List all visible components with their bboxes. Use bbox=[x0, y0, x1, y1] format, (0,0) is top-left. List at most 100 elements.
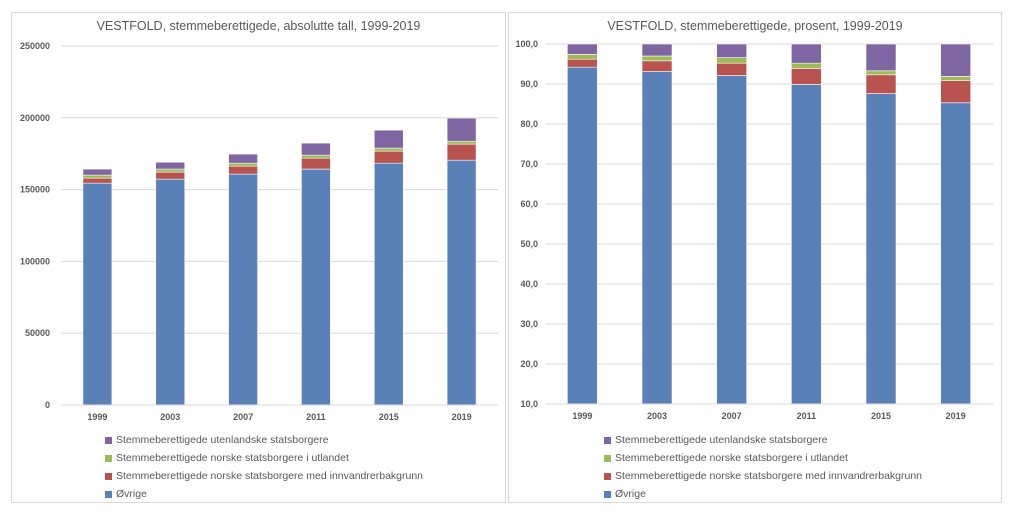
x-tick-label: 2003 bbox=[160, 412, 180, 422]
plot-area: 10,0 20,0 30,0 40,0 50,0 60,0 70,0 80,0 90,0 100,… bbox=[515, 39, 993, 421]
bar-segment bbox=[373, 147, 404, 152]
bar-segment bbox=[301, 154, 331, 159]
legend-label: Øvrige bbox=[116, 488, 147, 500]
legend-label: Stemmeberettigede norske statsborgere me… bbox=[615, 470, 923, 482]
bar-segment bbox=[865, 74, 897, 94]
legend: Stemmeberettigede utenlandske statsborge… bbox=[604, 431, 922, 503]
bar-segment bbox=[716, 62, 747, 76]
bar-segment bbox=[228, 162, 258, 167]
legend-item: Stemmeberettigede norske statsborgere me… bbox=[105, 467, 423, 485]
bar-segment bbox=[865, 43, 897, 72]
legend: Stemmeberettigede utenlandske statsborge… bbox=[105, 431, 423, 503]
chart-absolute: VESTFOLD, stemmeberettigede, absolutte t… bbox=[11, 12, 506, 503]
bar-segment bbox=[446, 143, 477, 161]
legend-label: Stemmeberettigede norske statsborgere i … bbox=[116, 452, 349, 464]
y-tick-label: 100,0 bbox=[515, 39, 538, 49]
x-tick-label: 2019 bbox=[452, 412, 472, 422]
bar-segment bbox=[301, 157, 331, 170]
legend-item: Stemmeberettigede utenlandske statsborge… bbox=[604, 431, 922, 449]
bar-segment bbox=[567, 66, 598, 405]
y-tick-label: 20,0 bbox=[520, 359, 538, 369]
bar-segment bbox=[228, 153, 258, 164]
x-tick-label: 2011 bbox=[306, 412, 326, 422]
legend-swatch bbox=[105, 472, 112, 480]
bar-segment bbox=[716, 75, 747, 405]
bar-segment bbox=[567, 43, 598, 55]
bar-segment bbox=[940, 80, 971, 104]
chart-percent: VESTFOLD, stemmeberettigede, prosent, 19… bbox=[508, 12, 1002, 503]
bar-segment bbox=[641, 60, 673, 72]
bar-segment bbox=[865, 70, 897, 76]
legend-item: Stemmeberettigede utenlandske statsborge… bbox=[105, 431, 423, 449]
bar-segment bbox=[446, 140, 477, 145]
bar-segment bbox=[155, 161, 186, 170]
bar-segment bbox=[446, 117, 477, 142]
chart-title: VESTFOLD, stemmeberettigede, prosent, 19… bbox=[607, 19, 903, 33]
bar-segment bbox=[940, 102, 971, 405]
legend-label: Stemmeberettigede norske statsborgere me… bbox=[116, 470, 424, 482]
y-tick-label: 80,0 bbox=[520, 119, 538, 129]
bar-segment bbox=[567, 54, 598, 60]
plot-area: 0 50000 100000 150000 200000 250000 1999 2003 20… bbox=[20, 41, 498, 422]
chart-title: VESTFOLD, stemmeberettigede, absolutte t… bbox=[96, 19, 421, 33]
bar-segment bbox=[791, 62, 822, 69]
legend-swatch bbox=[105, 436, 112, 444]
x-tick-label: 2007 bbox=[722, 411, 742, 421]
y-tick-label: 30,0 bbox=[520, 319, 538, 329]
legend-swatch bbox=[604, 436, 611, 444]
x-tick-label: 2011 bbox=[797, 411, 817, 421]
bar-segment bbox=[791, 68, 822, 85]
x-tick-label: 2007 bbox=[233, 412, 253, 422]
bar-segment bbox=[82, 182, 113, 406]
legend-label: Øvrige bbox=[615, 488, 646, 500]
bar-segment bbox=[155, 168, 186, 173]
bar-segment bbox=[301, 168, 331, 406]
y-tick-label: 50,0 bbox=[520, 239, 538, 249]
bar-segment bbox=[155, 171, 186, 180]
legend-item: Stemmeberettigede norske statsborgere i … bbox=[105, 449, 423, 467]
y-tick-label: 250000 bbox=[20, 41, 50, 51]
y-tick-label: 90,0 bbox=[520, 79, 538, 89]
bar-segment bbox=[228, 165, 258, 175]
legend-item: Stemmeberettigede norske statsborgere i … bbox=[604, 449, 922, 467]
y-tick-label: 60,0 bbox=[520, 199, 538, 209]
legend-swatch bbox=[604, 472, 611, 480]
legend-swatch bbox=[105, 454, 112, 462]
bar-segment bbox=[716, 43, 747, 58]
bar-segment bbox=[301, 142, 331, 156]
y-tick-label: 40,0 bbox=[520, 279, 538, 289]
bar-segment bbox=[228, 173, 258, 406]
bar-segment bbox=[446, 159, 477, 406]
y-tick-label: 70,0 bbox=[520, 159, 538, 169]
bar-segment bbox=[155, 178, 186, 406]
legend-label: Stemmeberettigede utenlandske statsborge… bbox=[615, 434, 828, 446]
legend-label: Stemmeberettigede norske statsborgere i … bbox=[615, 452, 848, 464]
x-tick-label: 1999 bbox=[87, 412, 107, 422]
bar-segment bbox=[716, 57, 747, 64]
x-tick-label: 2019 bbox=[946, 411, 966, 421]
bar-segment bbox=[567, 58, 598, 68]
legend-label: Stemmeberettigede utenlandske statsborge… bbox=[116, 434, 329, 446]
bar-segment bbox=[373, 129, 404, 149]
bar-segment bbox=[940, 43, 971, 77]
bar-segment bbox=[641, 71, 673, 405]
bar-segment bbox=[791, 84, 822, 405]
bar-segment bbox=[641, 55, 673, 62]
bar-segment bbox=[865, 93, 897, 405]
y-tick-label: 10,0 bbox=[520, 399, 538, 409]
y-tick-label: 0 bbox=[45, 400, 50, 410]
legend-item: Stemmeberettigede norske statsborgere me… bbox=[604, 467, 922, 485]
y-tick-label: 100000 bbox=[20, 256, 50, 266]
y-tick-label: 50000 bbox=[25, 328, 50, 338]
bar-segment bbox=[82, 177, 113, 184]
legend-item: Øvrige bbox=[604, 485, 922, 503]
x-tick-label: 2015 bbox=[871, 411, 891, 421]
y-tick-label: 200000 bbox=[20, 113, 50, 123]
bar-segment bbox=[373, 162, 404, 406]
bar-segment bbox=[82, 174, 113, 179]
bar-segment bbox=[791, 43, 822, 64]
legend-swatch bbox=[105, 490, 112, 498]
x-tick-label: 2003 bbox=[647, 411, 667, 421]
x-tick-label: 2015 bbox=[379, 412, 399, 422]
bar-segment bbox=[641, 43, 673, 57]
